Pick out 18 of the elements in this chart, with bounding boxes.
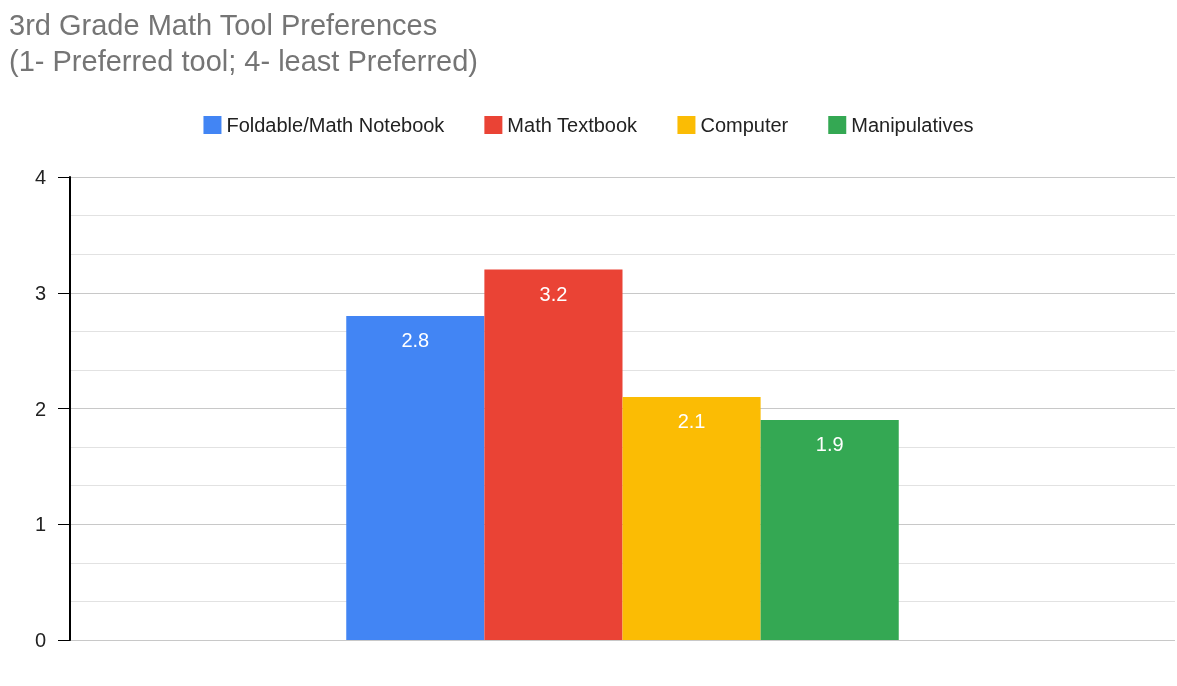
y-tick-label: 3 bbox=[34, 281, 46, 304]
data-label: 3.2 bbox=[539, 282, 568, 305]
y-tick-label: 0 bbox=[34, 629, 46, 651]
y-tick-label: 2 bbox=[34, 397, 46, 420]
data-label: 2.1 bbox=[677, 409, 706, 432]
legend-label: Foldable/Math Notebook bbox=[226, 114, 446, 136]
data-label: 2.8 bbox=[401, 328, 430, 351]
data-label: 1.9 bbox=[815, 433, 844, 456]
legend-label: Manipulatives bbox=[851, 114, 974, 136]
y-tick-label: 1 bbox=[34, 513, 46, 536]
bar bbox=[760, 420, 899, 640]
chart-title: 3rd Grade Math Tool Preferences (1- Preferred tool; 4- least Preferred) bbox=[9, 9, 479, 77]
y-tick-label: 4 bbox=[34, 166, 46, 188]
bar bbox=[484, 269, 623, 640]
legend-label: Math Textbook bbox=[507, 114, 639, 136]
legend-label: Computer bbox=[700, 114, 789, 136]
bar bbox=[346, 315, 485, 640]
bar bbox=[622, 396, 761, 640]
